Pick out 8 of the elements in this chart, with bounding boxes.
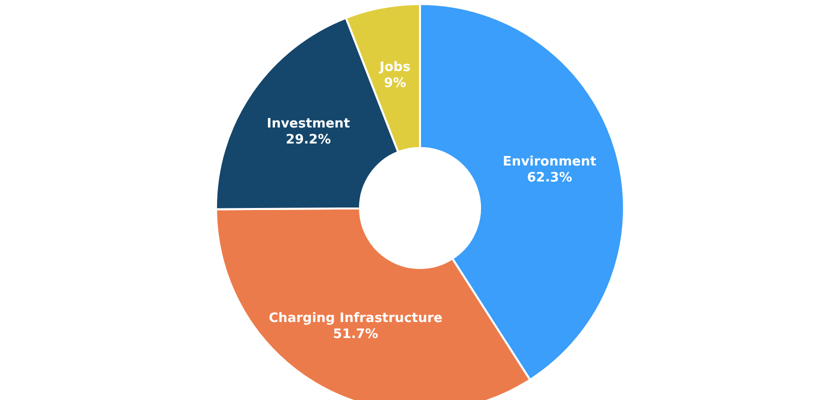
- slice-label: Jobs: [378, 60, 411, 75]
- data-label: 51.7%: [333, 327, 378, 342]
- slice-label: Charging Infrastructure: [268, 311, 443, 326]
- slice-label: Environment: [502, 154, 596, 170]
- data-label: 29.2%: [286, 132, 331, 148]
- data-label: 9%: [384, 76, 406, 91]
- data-label: 62.3%: [527, 170, 572, 186]
- slice-label: Investment: [266, 116, 350, 132]
